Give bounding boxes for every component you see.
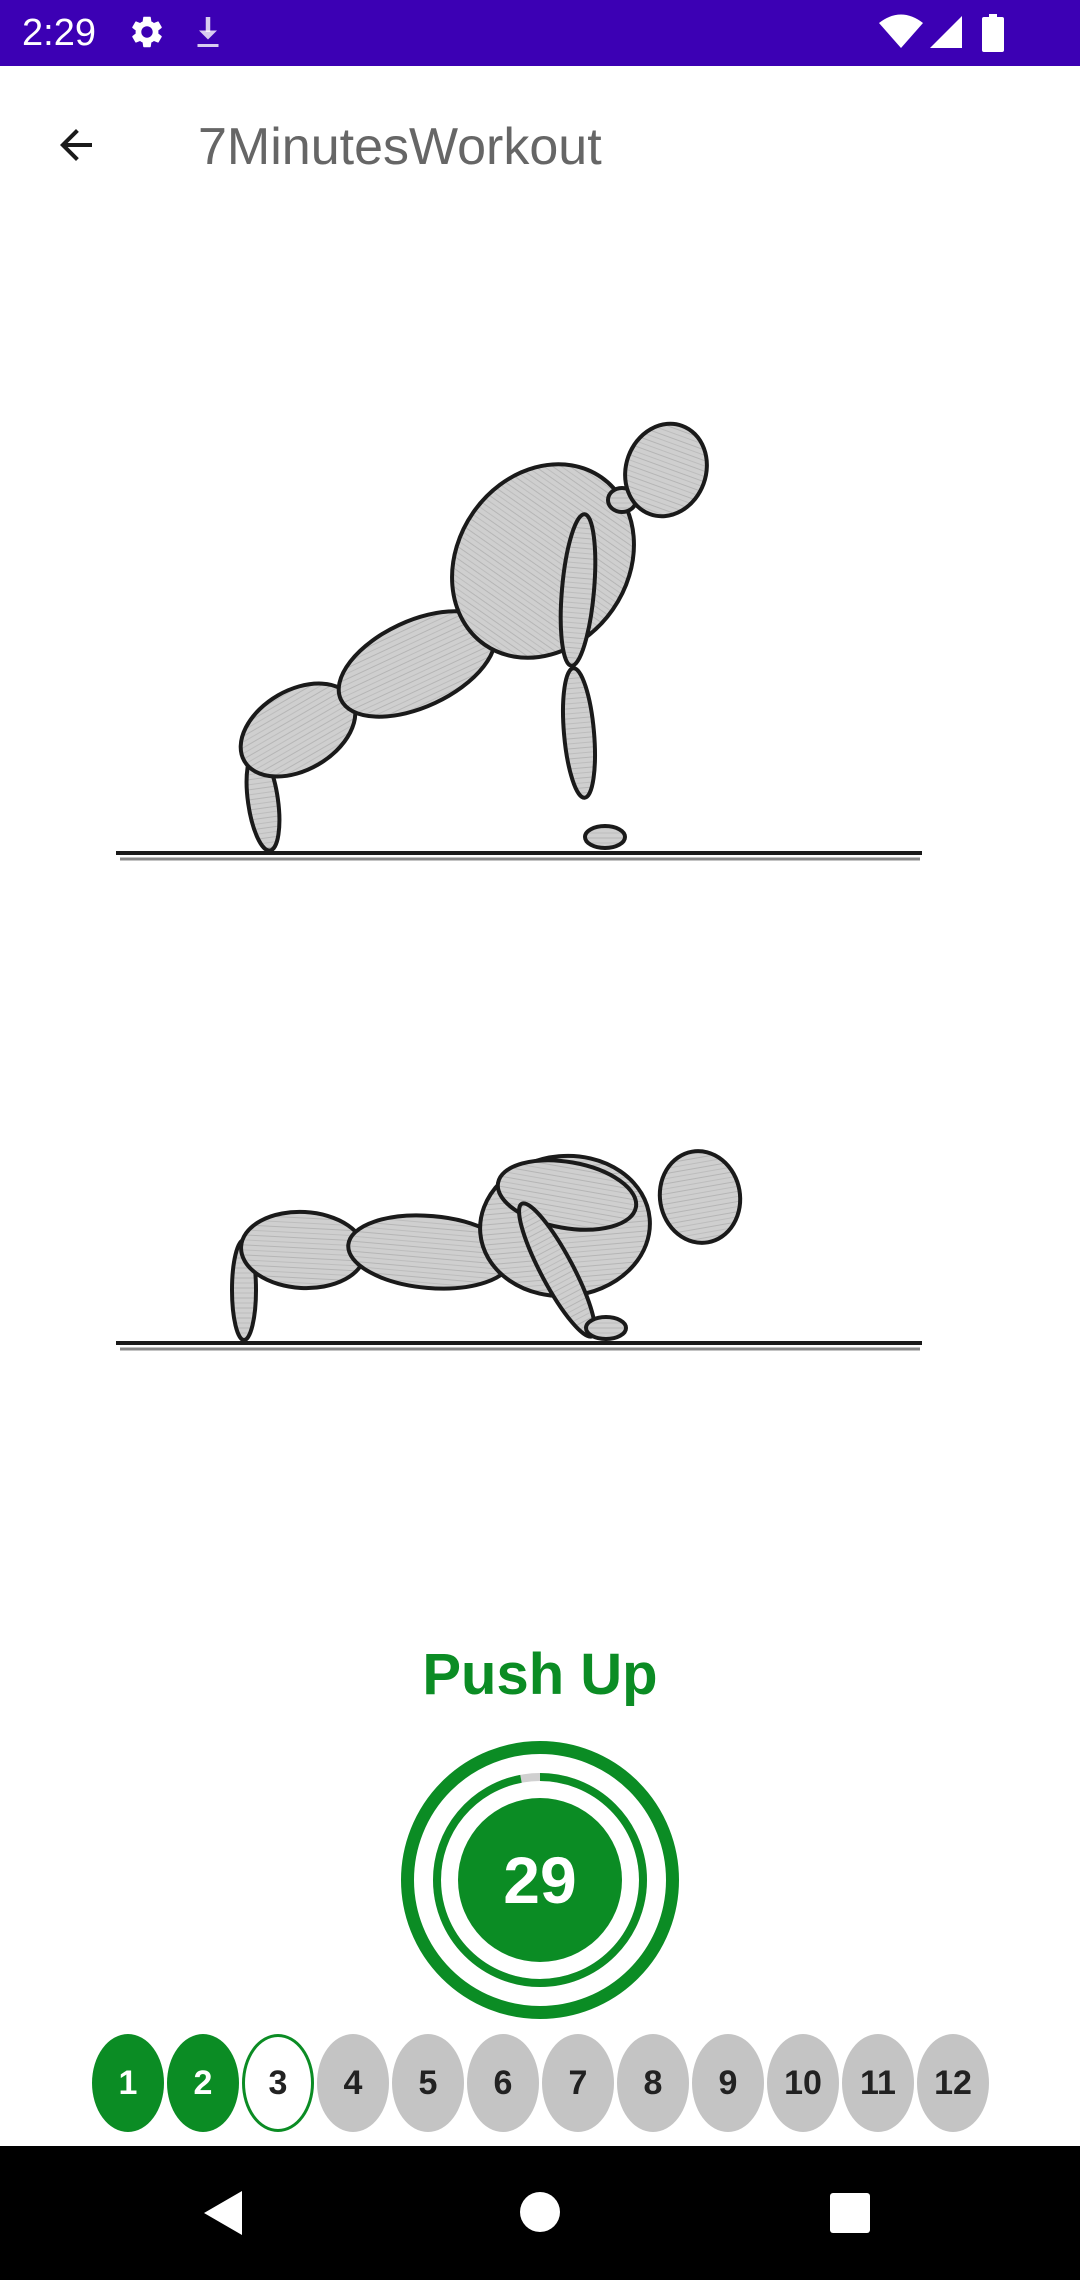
cell-signal-icon — [928, 14, 964, 55]
exercise-steps: 1 2 3 4 5 6 7 8 9 10 11 12 — [92, 2034, 992, 2132]
app-title: 7MinutesWorkout — [198, 118, 602, 176]
push-up-top-pose — [116, 421, 922, 861]
back-triangle-icon[interactable] — [200, 2188, 246, 2243]
back-button[interactable] — [36, 112, 116, 182]
recents-square-icon[interactable] — [829, 2192, 871, 2239]
exercise-step-7[interactable]: 7 — [542, 2034, 614, 2132]
exercise-step-6[interactable]: 6 — [467, 2034, 539, 2132]
exercise-step-11[interactable]: 11 — [842, 2034, 914, 2132]
exercise-step-10[interactable]: 10 — [767, 2034, 839, 2132]
exercise-step-4[interactable]: 4 — [317, 2034, 389, 2132]
timer-progress-ring — [433, 1773, 647, 1987]
exercise-step-8[interactable]: 8 — [617, 2034, 689, 2132]
exercise-name: Push Up — [422, 1642, 658, 1707]
exercise-illustration — [0, 222, 1080, 1592]
download-icon — [190, 13, 226, 56]
home-circle-icon[interactable] — [518, 2190, 562, 2239]
arrow-back-icon — [52, 121, 100, 174]
exercise-step-5[interactable]: 5 — [392, 2034, 464, 2132]
exercise-step-1[interactable]: 1 — [92, 2034, 164, 2132]
timer-value: 29 — [458, 1798, 622, 1962]
status-bar: 2:29 — [0, 0, 1080, 66]
status-time: 2:29 — [22, 12, 96, 54]
exercise-step-2[interactable]: 2 — [167, 2034, 239, 2132]
navigation-bar — [0, 2146, 1080, 2280]
exercise-step-3[interactable]: 3 — [242, 2034, 314, 2132]
battery-icon — [982, 14, 1004, 57]
wifi-icon — [878, 14, 924, 55]
exercise-timer: 29 — [401, 1741, 679, 2019]
exercise-step-12[interactable]: 12 — [917, 2034, 989, 2132]
exercise-step-9[interactable]: 9 — [692, 2034, 764, 2132]
push-up-bottom-pose — [116, 1149, 922, 1351]
gear-icon — [128, 13, 166, 56]
app-bar: 7MinutesWorkout — [0, 66, 1080, 222]
